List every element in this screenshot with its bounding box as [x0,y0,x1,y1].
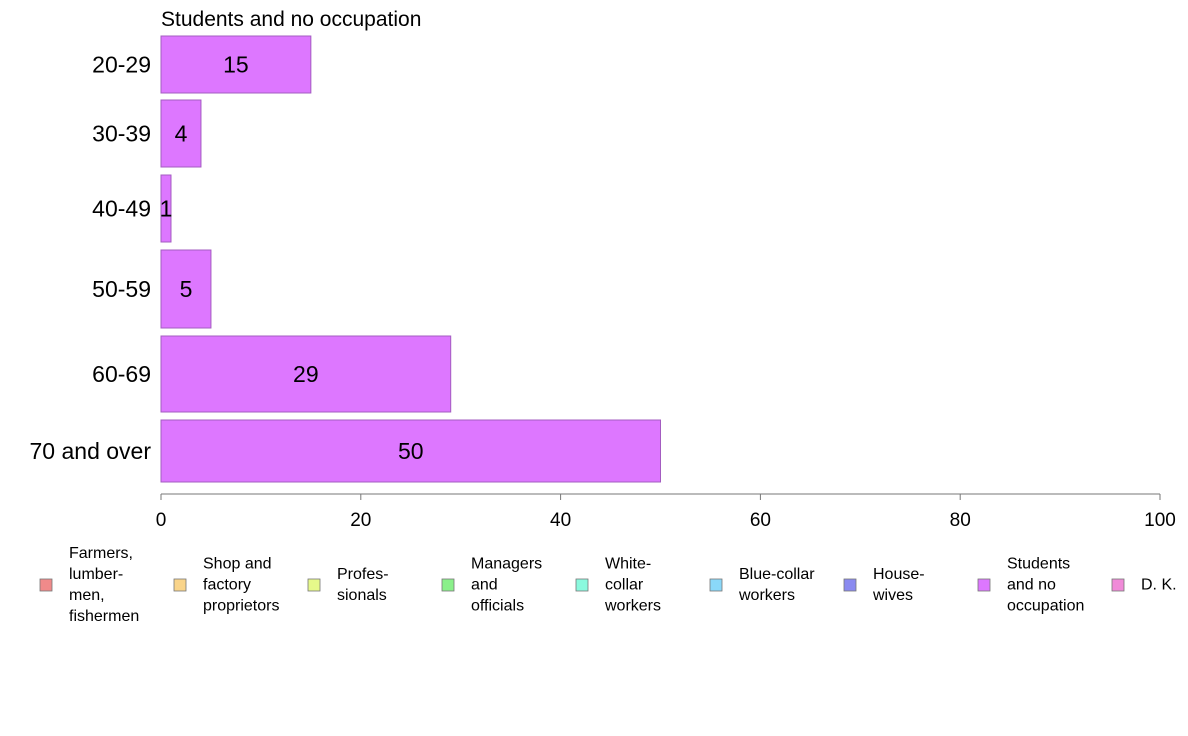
legend-item-blue-collar-workers: Blue-collar workers [709,566,815,604]
legend-swatch [39,578,53,592]
legend-swatch [575,578,589,592]
bar-30-39 [160,99,202,168]
x-tick-label-20: 20 [350,510,371,531]
legend-item-shop-and-factory-proprietors: Shop and factory proprietors [173,556,279,615]
legend-swatch [1111,578,1125,592]
category-label-70-and-over: 70 and over [30,438,152,464]
legend-swatch [173,578,187,592]
category-label-20-29: 20-29 [92,52,151,78]
legend-item-managers-and-officials: Managers and officials [441,556,542,615]
chart-title: Students and no occupation [161,8,421,31]
legend-item-house-wives: House-wives [843,566,925,604]
x-tick-label-60: 60 [750,510,771,531]
bar-value-label-50-59: 5 [180,276,193,302]
bars-group: 15 20-29 4 30-39 1 40-49 5 50-59 29 60-69 50 70 and… [30,35,661,483]
bar-20-29 [160,35,312,94]
bar-value-label-20-29: 15 [223,52,249,78]
legend-item-farmers-lumber-men-fishermen: Farmers, lumber-men, fishermen [39,545,139,625]
bar-value-label-60-69: 29 [293,361,319,387]
legend-label: Profes-sionals [337,566,389,604]
legend-label: Farmers, lumber-men, fishermen [69,545,139,625]
legend-swatch [977,578,991,592]
x-axis: 0 20 40 60 80 100 [156,493,1176,531]
bar-40-49 [160,174,172,243]
x-tick-label-80: 80 [950,510,971,531]
category-label-50-59: 50-59 [92,276,151,302]
legend-item-profes-sionals: Profes-sionals [307,566,389,604]
bar-50-59 [160,249,212,329]
category-label-60-69: 60-69 [92,361,151,387]
legend-swatch [843,578,857,592]
x-tick-label-40: 40 [550,510,571,531]
bar-value-label-70-and-over: 50 [398,438,424,464]
legend-swatch [709,578,723,592]
legend-label: Students and no occupation [1007,556,1084,615]
legend: Farmers, lumber-men, fishermen Shop and fact… [39,545,1177,625]
legend-label: White-collar workers [604,556,661,615]
x-tick-label-0: 0 [156,510,167,531]
bar-value-label-40-49: 1 [160,196,173,222]
legend-item-d-k: D. K. [1111,577,1177,594]
x-tick-label-100: 100 [1144,510,1176,531]
category-label-40-49: 40-49 [92,196,151,222]
bar-60-69 [160,335,452,413]
legend-label: D. K. [1141,577,1177,594]
bar-70-and-over [160,419,661,483]
bar-value-label-30-39: 4 [175,121,188,147]
legend-label: Blue-collar workers [738,566,815,604]
legend-swatch [307,578,321,592]
legend-label: House-wives [872,566,925,604]
category-label-30-39: 30-39 [92,121,151,147]
legend-item-white-collar-workers: White-collar workers [575,556,661,615]
legend-label: Shop and factory proprietors [203,556,279,615]
legend-item-students-and-no-occupation: Students and no occupation [977,556,1084,615]
legend-swatch [441,578,455,592]
legend-label: Managers and officials [471,556,542,615]
